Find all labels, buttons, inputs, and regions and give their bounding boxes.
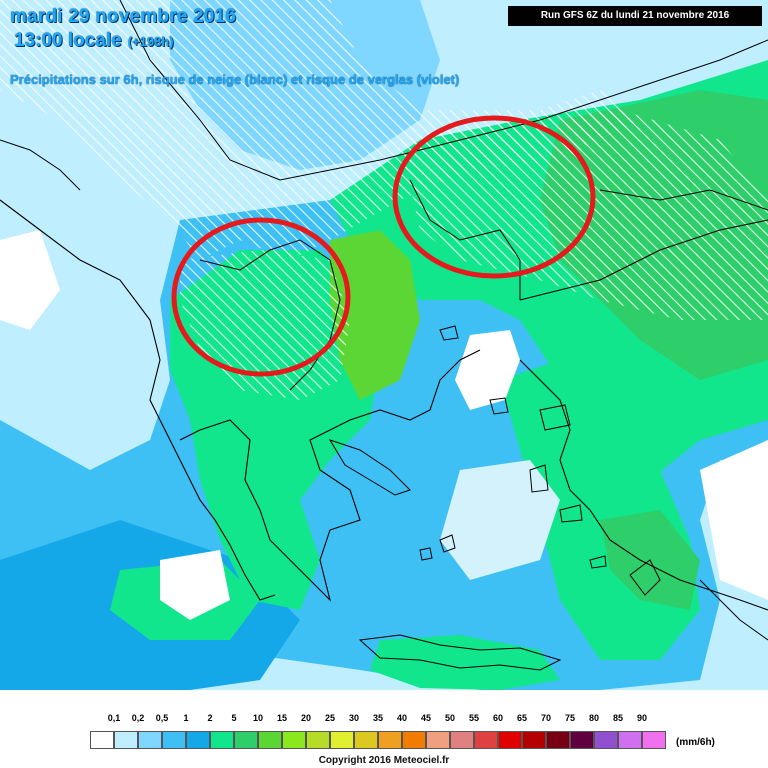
island-chios: [529, 464, 549, 493]
precip-green-balkan: [330, 230, 420, 400]
legend-label: 0,1: [107, 713, 121, 723]
legend-swatch: [594, 731, 618, 749]
copyright: Copyright 2016 Meteociel.fr: [318, 755, 450, 766]
island-kos: [589, 555, 607, 569]
legend-swatch: [570, 731, 594, 749]
legend-swatch: [210, 731, 234, 749]
legend-label: 90: [636, 713, 647, 723]
legend-swatch: [186, 731, 210, 749]
run-info-box: Run GFS 6Z du lundi 21 novembre 2016: [508, 6, 762, 26]
highlight-circle-west: [171, 217, 351, 377]
legend-swatch: [498, 731, 522, 749]
legend-swatch: [450, 731, 474, 749]
legend-label: 70: [540, 713, 551, 723]
dry-pocket-aegean-south: [440, 460, 560, 580]
legend-unit: (mm/6h): [676, 737, 715, 748]
border-east: [499, 39, 768, 131]
dry-pocket-aegean-north: [455, 330, 520, 410]
border-east-2: [599, 189, 768, 211]
legend-swatch: [234, 731, 258, 749]
island-crete: [358, 634, 562, 671]
island-paros: [419, 547, 433, 561]
legend-label: 45: [420, 713, 431, 723]
legend-label: 10: [252, 713, 263, 723]
legend-label: 40: [396, 713, 407, 723]
legend-swatch: [618, 731, 642, 749]
legend-swatch: [330, 731, 354, 749]
borders: [0, 0, 768, 641]
legend-swatch: [474, 731, 498, 749]
legend-label: 80: [588, 713, 599, 723]
legend-swatch: [258, 731, 282, 749]
legend-swatch: [306, 731, 330, 749]
legend-label: 50: [444, 713, 455, 723]
island-limnos: [489, 397, 509, 415]
island-naxos: [439, 534, 456, 553]
legend-label: 0,2: [131, 713, 145, 723]
legend-label: 60: [492, 713, 503, 723]
legend-label: 30: [348, 713, 359, 723]
forecast-time-label: 13:00 locale: [14, 30, 122, 51]
legend-label: 85: [612, 713, 623, 723]
border-north: [119, 0, 501, 181]
dry-pocket-east: [700, 440, 768, 600]
legend-swatch: [642, 731, 666, 749]
legend-label: 5: [231, 713, 237, 723]
island-rhodes: [629, 559, 661, 596]
island-euboea: [328, 439, 411, 496]
legend-swatch: [522, 731, 546, 749]
legend-label: 75: [564, 713, 575, 723]
precip-legend: 0,1 0,2 0,5 1 2 5 10 15 20 25 30 35 40 45 50 55 60 65 70 75…: [90, 713, 666, 751]
border-east-3: [699, 579, 768, 641]
legend-swatch: [354, 731, 378, 749]
snow-risk-east: [400, 110, 768, 320]
forecast-time: 13:00 locale (+198h): [14, 30, 174, 52]
legend-swatch: [378, 731, 402, 749]
legend-label: 55: [468, 713, 479, 723]
snow-risk-north: [0, 0, 640, 260]
legend-label: 1: [183, 713, 189, 723]
legend-swatch: [426, 731, 450, 749]
border-balkan-2: [289, 259, 341, 391]
dry-pocket-sw: [160, 550, 230, 620]
island-samos: [559, 504, 583, 523]
legend-label: 35: [372, 713, 383, 723]
legend-swatch: [282, 731, 306, 749]
island-thasos: [439, 325, 459, 341]
legend-label: 25: [324, 713, 335, 723]
coast-adriatic: [0, 199, 276, 601]
coastlines: [0, 199, 768, 611]
coast-black-sea: [519, 219, 768, 301]
legend-label: 20: [300, 713, 311, 723]
island-lesbos: [539, 404, 571, 431]
border-west: [0, 139, 81, 191]
dry-pocket-west: [0, 230, 60, 330]
islands: [328, 325, 661, 671]
legend-swatch: [114, 731, 138, 749]
legend-label: 65: [516, 713, 527, 723]
legend-label: 0,5: [155, 713, 169, 723]
legend-swatch: [138, 731, 162, 749]
map-subtitle: Précipitations sur 6h, risque de neige (…: [10, 72, 460, 87]
legend-swatch: [402, 731, 426, 749]
legend-swatch: [162, 731, 186, 749]
border-balkan-1: [199, 239, 331, 271]
lead-time: (+198h): [127, 34, 174, 49]
coast-greece-west: [179, 349, 481, 602]
legend-swatch: [546, 731, 570, 749]
legend-label: 2: [207, 713, 213, 723]
legend-label: 15: [276, 713, 287, 723]
highlight-circle-east: [392, 115, 596, 279]
border-balkan-3: [409, 179, 521, 300]
legend-swatch: [90, 731, 114, 749]
forecast-date: mardi 29 novembre 2016: [10, 6, 237, 27]
